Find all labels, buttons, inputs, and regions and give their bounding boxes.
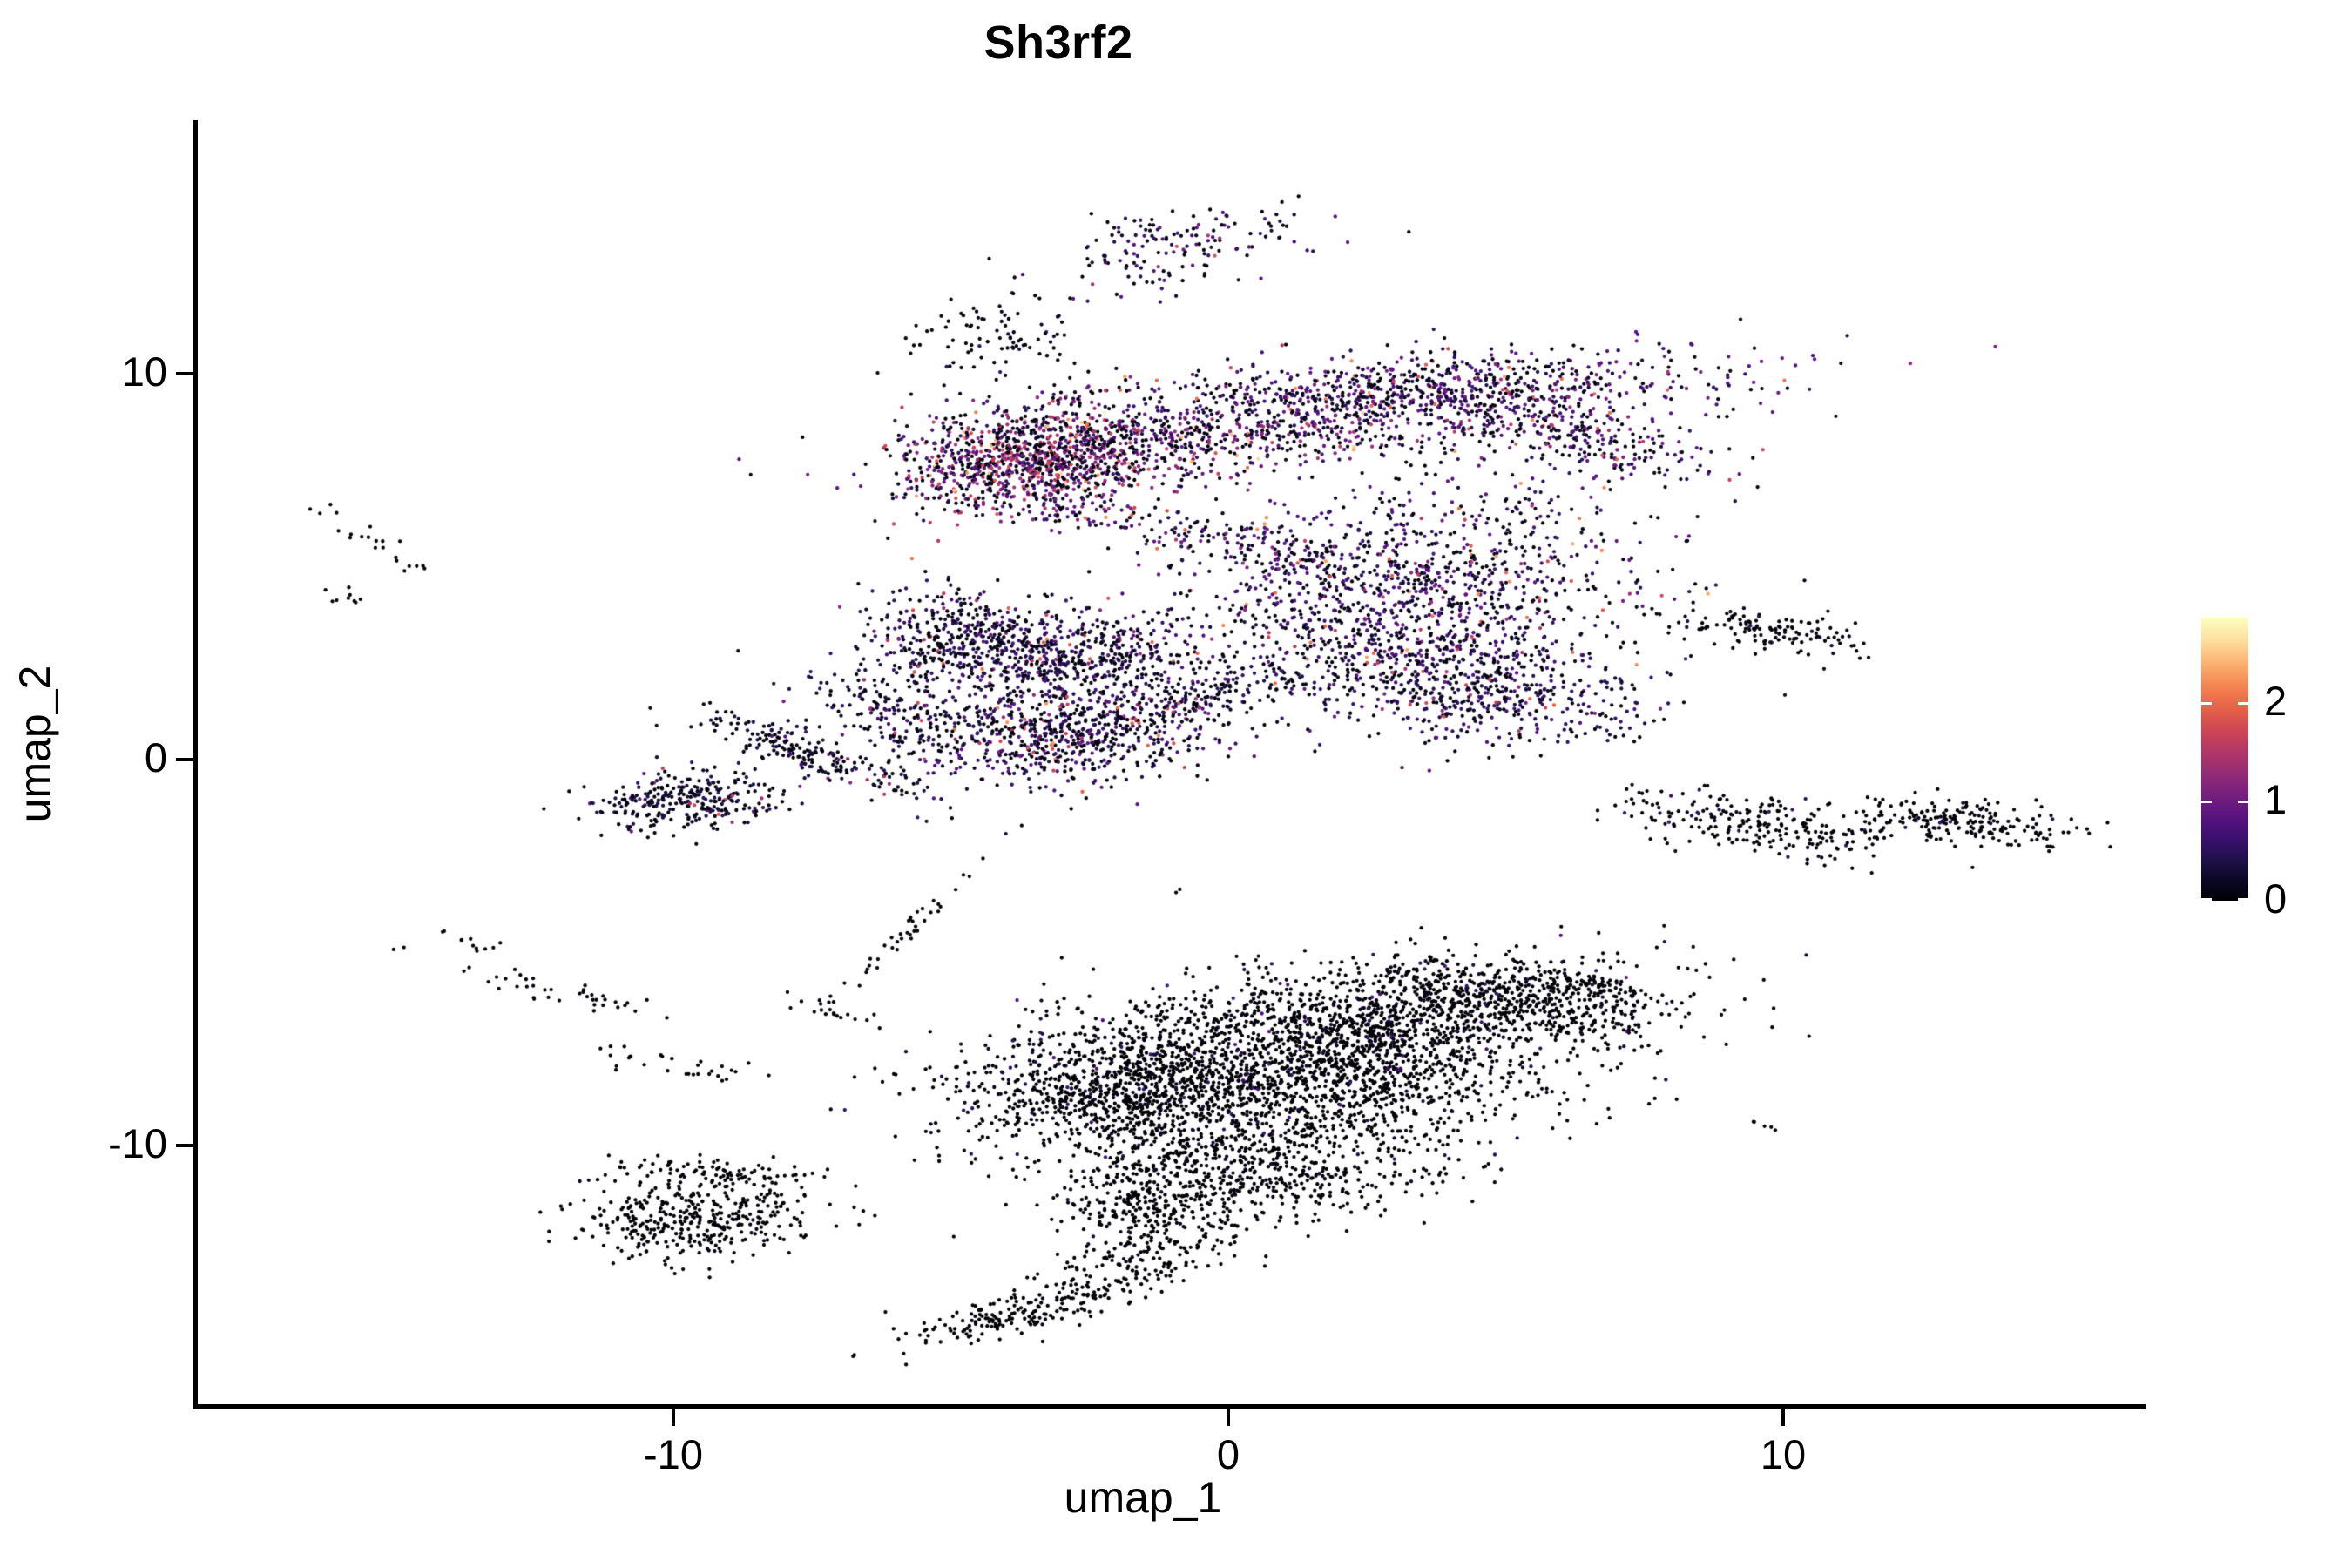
colorbar-tick-mark bbox=[2238, 898, 2248, 901]
x-tick-mark bbox=[1781, 1409, 1785, 1426]
y-axis-line bbox=[193, 120, 198, 1407]
y-tick-label: -10 bbox=[108, 1120, 167, 1166]
colorbar-tick-mark bbox=[2201, 801, 2212, 804]
x-tick-label: 10 bbox=[1760, 1431, 1807, 1477]
y-axis-label: umap_2 bbox=[10, 665, 59, 823]
x-tick-label: -10 bbox=[644, 1431, 703, 1477]
colorbar-tick-label: 2 bbox=[2264, 677, 2288, 724]
colorbar-tick-mark bbox=[2238, 701, 2248, 705]
x-tick-mark bbox=[1227, 1409, 1230, 1426]
y-tick-mark bbox=[176, 372, 193, 375]
colorbar-tick-label: 0 bbox=[2264, 875, 2288, 922]
y-tick-mark bbox=[176, 758, 193, 761]
y-tick-label: 0 bbox=[144, 734, 167, 781]
colorbar-legend: 0 1 2 bbox=[2201, 618, 2287, 922]
x-axis-line bbox=[193, 1404, 2146, 1409]
colorbar-tick-mark bbox=[2238, 801, 2248, 804]
colorbar-gradient bbox=[2201, 618, 2248, 901]
x-tick-mark bbox=[672, 1409, 675, 1426]
colorbar-tick-label: 1 bbox=[2264, 776, 2288, 823]
x-axis-label: umap_1 bbox=[1064, 1473, 1222, 1522]
y-tick-mark bbox=[176, 1144, 193, 1147]
y-tick-label: 10 bbox=[121, 348, 167, 395]
x-tick-label: 0 bbox=[1216, 1431, 1240, 1477]
colorbar-tick-mark bbox=[2201, 701, 2212, 705]
colorbar-tick-mark bbox=[2201, 898, 2212, 901]
